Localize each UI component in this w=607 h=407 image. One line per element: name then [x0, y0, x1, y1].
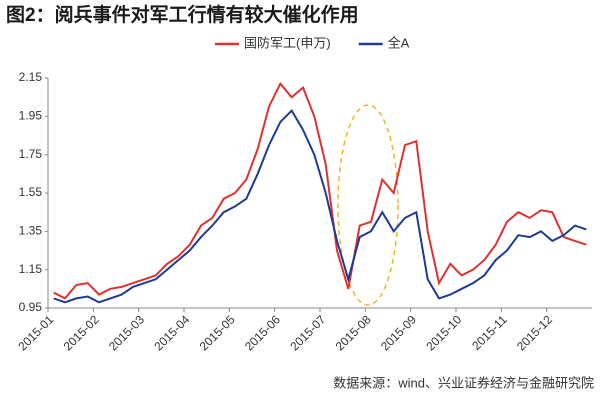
y-tick-label: 1.55: [19, 185, 43, 199]
series-line: [53, 81, 587, 300]
series-line: [53, 108, 587, 304]
legend-label: 全A: [388, 35, 410, 50]
y-tick-label: 1.35: [19, 224, 43, 238]
highlight-ellipse: [337, 104, 399, 306]
y-tick-label: 1.75: [19, 147, 43, 161]
y-tick-label: 1.15: [19, 262, 43, 276]
y-tick-label: 2.15: [19, 70, 43, 84]
x-tick-label: 2015-08: [333, 312, 374, 353]
x-tick-label: 2015-05: [197, 312, 238, 353]
chart-title: 图2：阅兵事件对军工行情有较大催化作用: [6, 3, 359, 26]
x-tick-label: 2015-10: [423, 312, 464, 353]
x-tick-label: 2015-06: [242, 312, 283, 353]
x-tick-label: 2015-03: [106, 312, 147, 353]
x-tick-label: 2015-11: [469, 312, 510, 353]
y-tick-label: 0.95: [19, 300, 43, 314]
x-tick-label: 2015-12: [514, 312, 555, 353]
x-tick-label: 2015-09: [378, 312, 419, 353]
y-tick-label: 1.95: [19, 109, 43, 123]
x-tick-label: 2015-02: [61, 312, 102, 353]
legend-label: 国防军工(申万): [244, 35, 331, 50]
x-tick-label: 2015-01: [15, 312, 56, 353]
x-tick-label: 2015-04: [151, 312, 192, 353]
x-tick-label: 2015-07: [287, 312, 328, 353]
source-note: 数据来源：wind、兴业证券经济与金融研究院: [333, 375, 594, 390]
